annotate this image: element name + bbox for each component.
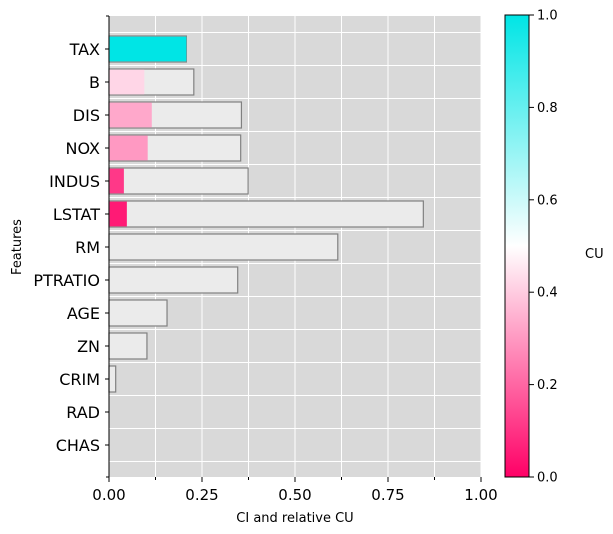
y-tick-label: AGE <box>67 304 100 323</box>
ci-bar <box>108 365 117 393</box>
y-axis-label: Features <box>10 219 25 275</box>
cu-bar <box>109 168 124 194</box>
bars <box>108 35 424 393</box>
x-tick-label: 0.50 <box>278 486 311 504</box>
cu-bar <box>109 69 145 95</box>
y-tick-label: NOX <box>66 139 101 158</box>
y-tick-label: RAD <box>66 403 100 422</box>
cu-bar <box>109 135 148 161</box>
x-tick-label: 0.75 <box>371 486 404 504</box>
y-tick-label: CRIM <box>59 370 100 389</box>
cu-bar <box>109 36 187 62</box>
axes: 0.00 0.25 0.50 0.75 1.00 TAX B DIS NOX INDUS LSTAT… <box>33 15 498 504</box>
colorbar-tick-label: 0.6 <box>537 193 558 208</box>
y-tick-label: CHAS <box>56 436 100 455</box>
y-tick-label: LSTAT <box>53 205 100 224</box>
y-tick-label: B <box>89 73 100 92</box>
y-tick-label: PTRATIO <box>33 271 100 290</box>
x-tick-label: 0.00 <box>92 486 125 504</box>
ci-bar <box>108 200 424 228</box>
y-tick-label: TAX <box>69 40 100 59</box>
ci-bar <box>108 332 148 360</box>
colorbar-tick-label: 0.4 <box>537 286 558 301</box>
ci-bar <box>108 299 168 327</box>
colorbar-tick-label: 0.0 <box>537 471 558 486</box>
colorbar-tick-label: 0.8 <box>537 101 558 116</box>
y-tick-label: RM <box>75 238 100 257</box>
grid-lines <box>108 16 482 477</box>
ci-bar <box>108 266 239 294</box>
colorbar-label: CU <box>585 247 604 262</box>
y-tick-label: DIS <box>73 106 100 125</box>
colorbar-frame <box>504 14 530 478</box>
cu-bar <box>109 201 127 227</box>
x-tick-label: 1.00 <box>464 486 497 504</box>
y-tick-label: INDUS <box>49 172 100 191</box>
x-axis-label: CI and relative CU <box>236 511 353 526</box>
x-tick-label: 0.25 <box>185 486 218 504</box>
colorbar-tick-label: 1.0 <box>537 9 558 24</box>
colorbar-tick-label: 0.2 <box>537 378 558 393</box>
colorbar-bar <box>505 15 529 477</box>
cu-bar <box>109 102 152 128</box>
y-tick-label: ZN <box>77 337 100 356</box>
ci-bar <box>108 167 249 195</box>
colorbar: 0.0 0.2 0.4 0.6 0.8 1.0 <box>504 9 558 486</box>
ci-bar <box>108 233 339 261</box>
